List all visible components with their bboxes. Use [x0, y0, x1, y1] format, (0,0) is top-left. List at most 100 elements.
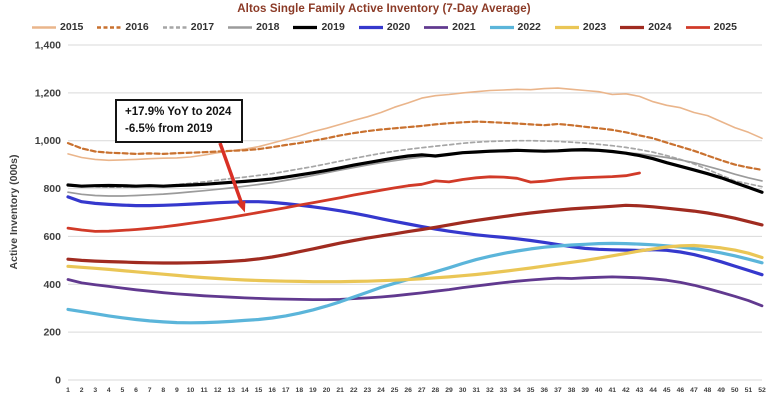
- x-tick-label: 5: [121, 387, 125, 394]
- x-tick-label: 39: [581, 387, 589, 394]
- y-tick-label: 0: [55, 375, 61, 387]
- legend-swatch-2025: [685, 26, 710, 29]
- x-tick-label: 34: [513, 387, 521, 394]
- x-tick-label: 8: [161, 387, 165, 394]
- x-tick-label: 32: [486, 387, 494, 394]
- x-tick-label: 1: [66, 387, 70, 394]
- x-tick-label: 36: [540, 387, 548, 394]
- legend: 2015 2016 2017 2018 2019 2020 2021 2022 2023 2024…: [0, 21, 768, 33]
- x-tick-label: 25: [391, 387, 399, 394]
- chart-title: Altos Single Family Active Inventory (7-…: [237, 3, 531, 15]
- x-tick-label: 37: [554, 387, 562, 394]
- y-tick-label: 600: [43, 231, 61, 243]
- x-tick-label: 6: [134, 387, 138, 394]
- legend-item-2024: 2024: [619, 21, 672, 33]
- x-tick-label: 51: [745, 387, 753, 394]
- legend-swatch-2020: [358, 25, 383, 30]
- x-tick-label: 48: [704, 387, 712, 394]
- annotation-arrow-head: [237, 200, 246, 213]
- y-tick-label: 400: [43, 279, 61, 291]
- x-tick-label: 22: [350, 387, 358, 394]
- x-tick-label: 12: [214, 387, 222, 394]
- x-tick-label: 17: [282, 387, 290, 394]
- series-line-2023: [66, 243, 764, 284]
- legend-swatch-2016: [97, 26, 122, 29]
- legend-label-2021: 2021: [452, 21, 476, 33]
- x-tick-label: 43: [636, 387, 644, 394]
- x-tick-label: 29: [445, 387, 453, 394]
- legend-item-2021: 2021: [423, 21, 476, 33]
- legend-item-2017: 2017: [162, 21, 214, 33]
- series-line-2015: [67, 87, 763, 162]
- legend-item-2025: 2025: [685, 21, 737, 33]
- x-tick-label: 15: [255, 387, 263, 394]
- x-tick-label: 26: [404, 387, 412, 394]
- x-tick-label: 38: [568, 387, 576, 394]
- legend-label-2025: 2025: [713, 21, 737, 33]
- legend-swatch-2021: [424, 26, 449, 29]
- x-tick-label: 16: [268, 387, 276, 394]
- series-line-2024: [66, 203, 764, 265]
- x-tick-label: 9: [175, 387, 179, 394]
- legend-item-2015: 2015: [31, 21, 83, 33]
- annotation-line1: +17.9% YoY to 2024: [125, 106, 232, 118]
- x-tick-label: 19: [309, 387, 317, 394]
- y-tick-label: 1,200: [35, 87, 61, 99]
- legend-label-2023: 2023: [582, 21, 607, 33]
- x-tick-label: 27: [418, 387, 426, 394]
- y-tick-label: 800: [43, 183, 61, 195]
- legend-item-2022: 2022: [489, 21, 541, 33]
- legend-label-2015: 2015: [60, 21, 84, 33]
- legend-swatch-2017: [162, 26, 187, 29]
- x-tick-label: 42: [622, 387, 630, 394]
- legend-swatch-2018: [228, 26, 253, 29]
- legend-label-2022: 2022: [517, 21, 541, 33]
- x-tick-label: 18: [296, 387, 304, 394]
- series-line-2025: [66, 171, 641, 233]
- annotation-box: +17.9% YoY to 2024 -6.5% from 2019: [115, 99, 244, 144]
- legend-swatch-2024: [620, 25, 645, 30]
- legend-swatch-2015: [32, 26, 57, 29]
- annotation-line2: -6.5% from 2019: [125, 122, 213, 135]
- x-tick-label: 21: [336, 387, 344, 394]
- legend-label-2017: 2017: [190, 21, 215, 33]
- y-tick-label: 200: [43, 327, 61, 339]
- legend-label-2020: 2020: [386, 21, 411, 33]
- y-tick-label: 1,000: [35, 135, 61, 147]
- x-tick-label: 7: [148, 387, 152, 394]
- x-tick-label: 40: [595, 387, 603, 394]
- x-tick-label: 2: [80, 387, 84, 394]
- legend-item-2023: 2023: [554, 21, 606, 33]
- x-tick-label: 47: [690, 387, 698, 394]
- series-line-2018: [67, 149, 763, 197]
- legend-label-2024: 2024: [648, 21, 672, 33]
- legend-label-2019: 2019: [321, 21, 345, 33]
- y-tick-label: 1,400: [35, 40, 61, 52]
- legend-swatch-2023: [554, 25, 579, 30]
- x-tick-label: 35: [527, 387, 535, 394]
- x-tick-label: 14: [241, 387, 249, 394]
- series-line-2017: [67, 139, 763, 188]
- x-tick-label: 4: [107, 387, 111, 394]
- annotation-arrow-line: [218, 142, 245, 207]
- legend-swatch-2022: [489, 25, 514, 30]
- x-tick-label: 3: [93, 387, 97, 394]
- legend-label-2018: 2018: [256, 21, 280, 33]
- x-tick-label: 20: [323, 387, 331, 394]
- series-line-2022: [66, 241, 764, 325]
- legend-swatch-2019: [293, 25, 318, 30]
- x-tick-label: 45: [663, 387, 671, 394]
- x-tick-label: 11: [200, 387, 207, 394]
- x-tick-label: 23: [364, 387, 372, 394]
- x-tick-label: 30: [459, 387, 467, 394]
- series-line-2016: [66, 120, 764, 171]
- legend-item-2016: 2016: [96, 21, 149, 33]
- legend-item-2020: 2020: [358, 21, 410, 33]
- x-tick-label: 10: [187, 387, 195, 394]
- x-tick-label: 46: [677, 387, 685, 394]
- x-tick-label: 50: [731, 387, 739, 394]
- y-axis-title: Active Inventory (000s): [8, 155, 20, 270]
- series-line-2021: [66, 275, 764, 308]
